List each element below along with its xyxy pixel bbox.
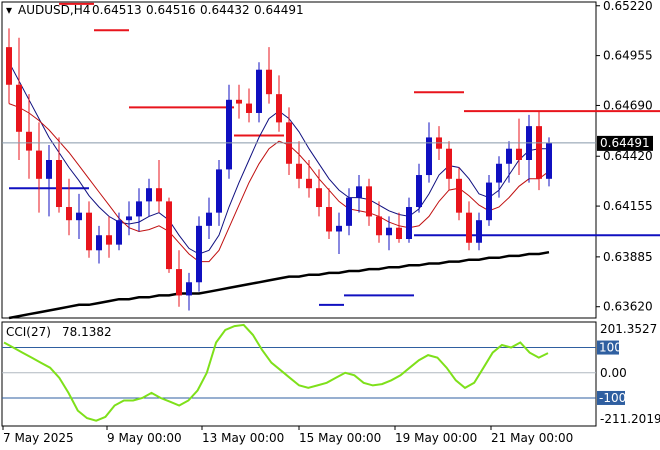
candle-body <box>206 212 212 226</box>
cci-level-100-label: 100 <box>599 341 622 355</box>
price-tick-label: 0.64420 <box>603 149 653 163</box>
candle-body <box>106 235 112 245</box>
candle-body <box>86 212 92 251</box>
time-tick-label: 7 May 2025 <box>3 431 74 445</box>
candle-body <box>386 227 392 236</box>
candle-body <box>6 47 12 85</box>
price-tick-label: 0.64155 <box>603 199 653 213</box>
candle-body <box>316 188 322 208</box>
time-tick-label: 21 May 00:00 <box>491 431 573 445</box>
candle-body <box>336 225 342 232</box>
cci-level-m100-box <box>597 390 625 405</box>
candle-body <box>176 269 182 296</box>
cci-level-100-box <box>597 340 619 355</box>
cci-scale-bottom: -211.2019 <box>600 412 660 426</box>
candle-body <box>126 216 132 221</box>
long-moving-average <box>8 250 550 320</box>
cci-value: 78.1382 <box>62 325 112 339</box>
candle-body <box>456 178 462 213</box>
price-tick-label: 0.64955 <box>603 49 653 63</box>
step-levels <box>9 2 660 306</box>
candle-body <box>376 216 382 236</box>
candle-body <box>416 175 422 208</box>
candle-body <box>256 69 262 113</box>
candle-body <box>546 143 552 179</box>
candle-body <box>166 201 172 270</box>
candle-body <box>96 235 102 251</box>
cci-level-m100-label: -100 <box>599 391 626 405</box>
candle-body <box>426 137 432 176</box>
candle-body <box>76 212 82 221</box>
low-value: 0.64432 <box>200 3 250 17</box>
long-ma-line <box>8 250 550 320</box>
candle-body <box>306 178 312 189</box>
candle-body <box>326 207 332 232</box>
current-price-label: 0.64491 <box>600 136 650 150</box>
candle-body <box>146 188 152 202</box>
candle-body <box>136 201 142 217</box>
candle-body <box>156 188 162 202</box>
candle-body <box>186 282 192 296</box>
candle-body <box>446 148 452 179</box>
candle-body <box>506 148 512 164</box>
cci-name: CCI(27) <box>6 325 51 339</box>
price-tick-label: 0.63885 <box>603 250 653 264</box>
candle-body <box>356 186 362 198</box>
price-tick-label: 0.63620 <box>603 300 653 314</box>
cci-level-0-label: 0.00 <box>600 366 627 380</box>
candle-body <box>466 212 472 243</box>
candle-body <box>246 103 252 113</box>
time-tick-label: 19 May 00:00 <box>395 431 477 445</box>
candle-body <box>26 131 32 151</box>
candle-body <box>226 99 232 170</box>
candle-body <box>196 225 202 283</box>
close-value: 0.64491 <box>254 3 304 17</box>
price-tick-label: 0.65220 <box>603 0 653 13</box>
price-axis: 0.65220 0.64955 0.64690 0.64420 0.64155 0.638… <box>596 0 653 314</box>
candle-body <box>366 186 372 217</box>
candle-body <box>476 220 482 243</box>
candle-body <box>116 220 122 245</box>
candle-body <box>46 160 52 179</box>
price-tick-label: 0.64690 <box>603 98 653 112</box>
open-value: 0.64513 <box>92 3 142 17</box>
candle-body <box>276 94 282 123</box>
candle-body <box>236 99 242 104</box>
time-tick-label: 15 May 00:00 <box>299 431 381 445</box>
time-tick-label: 9 May 00:00 <box>107 431 182 445</box>
candle-body <box>406 207 412 239</box>
cci-scale-top: 201.3527 <box>600 322 657 336</box>
candlesticks <box>6 28 552 311</box>
candle-body <box>216 169 222 213</box>
symbol-label: AUDUSD,H4 <box>18 3 90 17</box>
triangle-down-icon[interactable]: ▾ <box>6 3 12 17</box>
candle-body <box>486 182 492 221</box>
time-axis: 7 May 2025 9 May 00:00 13 May 00:00 15 May … <box>2 425 596 445</box>
price-panel <box>1 1 597 319</box>
candle-body <box>396 227 402 239</box>
candle-body <box>56 160 62 208</box>
candle-body <box>536 126 542 179</box>
cci-line <box>3 323 549 422</box>
high-value: 0.64516 <box>146 3 196 17</box>
candle-body <box>296 163 302 179</box>
current-price-box <box>597 135 653 151</box>
candle-body <box>346 197 352 226</box>
candle-body <box>496 163 502 183</box>
candle-body <box>516 148 522 160</box>
candle-body <box>266 69 272 95</box>
time-tick-label: 13 May 00:00 <box>202 431 284 445</box>
candle-body <box>66 207 72 221</box>
candle-body <box>16 84 22 132</box>
cci-levels <box>2 347 596 399</box>
candle-body <box>36 150 42 179</box>
